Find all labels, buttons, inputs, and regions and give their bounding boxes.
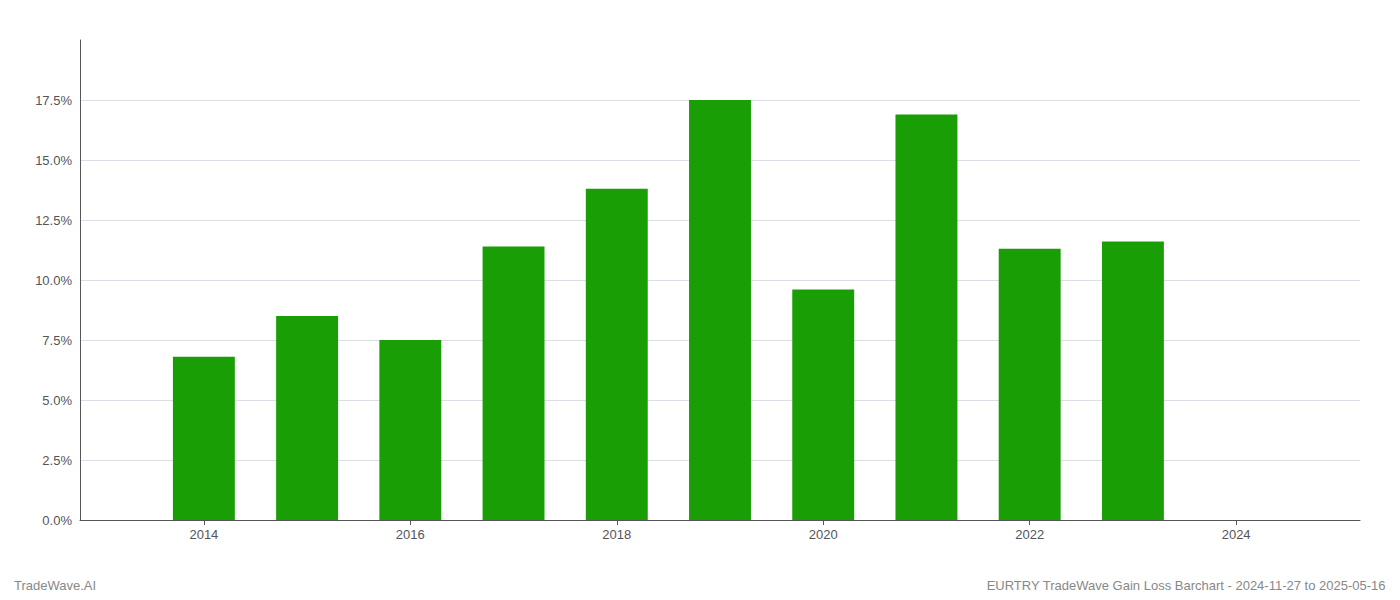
svg-text:2018: 2018 [602,527,631,542]
svg-text:17.5%: 17.5% [35,93,72,108]
svg-text:12.5%: 12.5% [35,213,72,228]
svg-text:10.0%: 10.0% [35,273,72,288]
svg-text:7.5%: 7.5% [42,333,72,348]
svg-text:EURTRY TradeWave Gain Loss Bar: EURTRY TradeWave Gain Loss Barchart - 20… [987,578,1386,593]
svg-text:2016: 2016 [396,527,425,542]
svg-text:2022: 2022 [1015,527,1044,542]
svg-text:15.0%: 15.0% [35,153,72,168]
svg-text:2014: 2014 [189,527,218,542]
svg-text:5.0%: 5.0% [42,393,72,408]
svg-text:2020: 2020 [809,527,838,542]
svg-text:2024: 2024 [1222,527,1251,542]
svg-text:2.5%: 2.5% [42,453,72,468]
svg-text:TradeWave.AI: TradeWave.AI [14,578,96,593]
svg-text:0.0%: 0.0% [42,513,72,528]
